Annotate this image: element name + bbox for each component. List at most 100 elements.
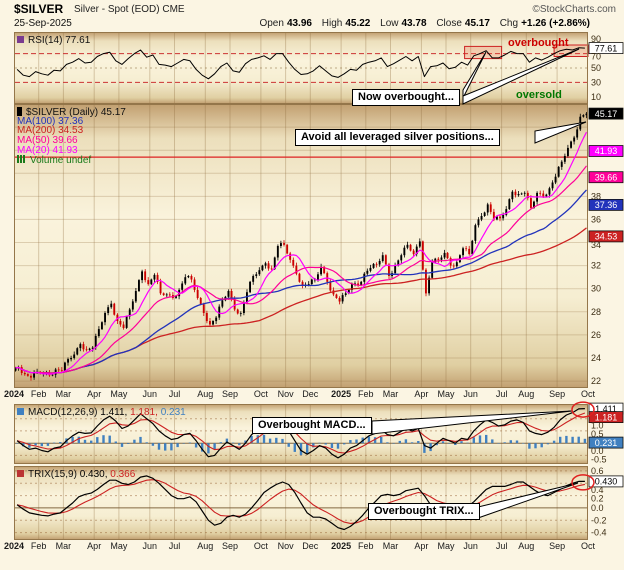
svg-text:24: 24: [591, 353, 601, 363]
x-axis-label: Apr: [87, 541, 102, 551]
svg-text:90: 90: [591, 34, 601, 44]
ma100-legend-label: MA(100) 37.36: [17, 115, 84, 127]
svg-text:0.0: 0.0: [591, 503, 604, 513]
ticker-symbol: $SILVER: [14, 2, 64, 16]
x-axis-label: Nov: [277, 389, 294, 399]
svg-text:0.231: 0.231: [595, 438, 618, 448]
x-axis-label: May: [437, 541, 455, 551]
svg-text:28: 28: [591, 307, 601, 317]
svg-text:32: 32: [591, 261, 601, 271]
svg-text:34: 34: [591, 240, 601, 250]
annotation-overbought-trix: Overbought TRIX...: [368, 503, 480, 520]
header-quote-row: 25-Sep-2025 Open 43.96 High 45.22 Low 43.78…: [0, 17, 624, 31]
header-title-row: $SILVER Silver - Spot (EOD) CME ©StockCh…: [0, 2, 624, 17]
svg-text:30: 30: [591, 77, 601, 87]
open-value: 43.96: [286, 18, 312, 29]
x-axis-label: Oct: [580, 541, 596, 551]
svg-text:-0.2: -0.2: [591, 515, 607, 525]
ticker-description: Silver - Spot (EOD) CME: [74, 4, 185, 15]
x-axis-label: Jul: [168, 389, 181, 399]
x-axis-months-bottom: 2024 Feb Mar Apr May Jun Jul Aug Sep Oct Nov Dec 202…: [0, 541, 624, 554]
trix-legend: TRIX(15,9) 0.430, 0.366: [17, 469, 135, 480]
x-axis-label: Apr: [414, 541, 429, 551]
stockcharts-credit: ©StockCharts.com: [532, 4, 616, 15]
x-axis-label: 2025: [331, 389, 352, 399]
trix-marker-icon: [17, 470, 24, 477]
svg-text:1.181: 1.181: [595, 412, 618, 422]
x-axis-label: Sep: [549, 389, 566, 399]
svg-text:34.53: 34.53: [595, 232, 618, 242]
svg-text:30: 30: [591, 284, 601, 294]
macd-legend: MACD(12,26,9) 1.411, 1.181, 0.231: [17, 407, 186, 418]
volume-legend-label: Volume undef: [30, 155, 92, 167]
ma200-legend: MA(200) 34.53: [17, 126, 126, 136]
x-axis-label: Feb: [30, 389, 47, 399]
svg-text:70: 70: [591, 52, 601, 62]
low-label: Low: [380, 18, 399, 29]
trix-line-value: 0.430,: [79, 469, 108, 480]
svg-text:1.411: 1.411: [595, 404, 617, 414]
annotation-avoid-positions: Avoid all leveraged silver positions...: [295, 129, 500, 146]
x-axis-label: Mar: [55, 389, 72, 399]
svg-text:50: 50: [591, 63, 601, 73]
x-axis-label: Feb: [30, 541, 47, 551]
x-axis-label: Oct: [253, 541, 268, 551]
svg-text:10: 10: [591, 92, 601, 102]
volume-bars-icon: [17, 155, 26, 164]
macd-histogram-value: 0.231: [160, 407, 186, 418]
svg-text:-0.5: -0.5: [591, 455, 607, 465]
overbought-label: overbought: [508, 37, 569, 49]
svg-text:-0.4: -0.4: [591, 528, 607, 538]
price-legend-symbol-row: $SILVER (Daily) 45.17: [17, 107, 126, 118]
annotation-now-overbought: Now overbought...: [352, 89, 460, 106]
x-axis-label: Sep: [221, 389, 239, 399]
ma20-legend: MA(20) 41.93: [17, 144, 126, 156]
rsi-legend-label: RSI(14) 77.61: [28, 35, 91, 46]
x-axis-label: Feb: [358, 389, 374, 399]
x-axis-label: 2025: [331, 541, 352, 551]
x-axis-label: Aug: [518, 389, 535, 399]
x-axis-label: Nov: [277, 541, 294, 551]
close-value: 45.17: [464, 18, 490, 29]
x-axis-label: Jun: [142, 389, 158, 399]
svg-text:0.6: 0.6: [591, 466, 604, 476]
svg-text:39.66: 39.66: [595, 172, 618, 182]
x-axis-label: Jun: [463, 541, 478, 551]
macd-legend-name: MACD(12,26,9): [28, 407, 98, 418]
svg-text:0.4: 0.4: [591, 485, 604, 495]
svg-text:0.430: 0.430: [595, 477, 618, 487]
ma50-legend-label: MA(50) 39.66: [17, 135, 78, 147]
x-axis-label: Jul: [495, 389, 508, 399]
x-axis-label: 2024: [3, 389, 25, 399]
ma50-legend: MA(50) 39.66: [17, 136, 126, 146]
x-axis-label: Apr: [87, 389, 102, 399]
high-value: 45.22: [345, 18, 371, 29]
x-axis-label: Apr: [414, 389, 429, 399]
ma20-legend-label: MA(20) 41.93: [17, 144, 78, 156]
svg-text:0.0: 0.0: [591, 446, 604, 456]
svg-text:26: 26: [591, 330, 601, 340]
x-axis-label: Jun: [463, 389, 478, 399]
price-legend: $SILVER (Daily) 45.17 MA(100) 37.36 MA(2…: [17, 107, 126, 167]
x-axis-label: Sep: [549, 541, 566, 551]
rsi-legend: RSI(14) 77.61: [17, 35, 90, 46]
chg-label: Chg: [499, 18, 519, 29]
chart-header: $SILVER Silver - Spot (EOD) CME ©StockCh…: [0, 2, 624, 31]
x-axis-label: May: [110, 389, 128, 399]
chart-date: 25-Sep-2025: [14, 18, 72, 29]
ma100-legend: MA(100) 37.36: [17, 115, 126, 127]
macd-signal-value: 1.181,: [130, 407, 158, 418]
x-axis-label: Sep: [221, 541, 239, 551]
price-legend-symbol: $SILVER (Daily) 45.17: [26, 107, 126, 118]
svg-text:36: 36: [591, 214, 601, 224]
x-axis-label: Dec: [302, 389, 319, 399]
chg-value: +1.26 (+2.86%): [521, 18, 590, 29]
ma200-legend-label: MA(200) 34.53: [17, 125, 84, 137]
annotation-overbought-macd: Overbought MACD...: [252, 417, 372, 434]
trix-legend-name: TRIX(15,9): [28, 469, 77, 480]
x-axis-label: Oct: [580, 389, 596, 399]
x-axis-label: Aug: [518, 541, 535, 551]
open-label: Open: [259, 18, 284, 29]
svg-text:37.36: 37.36: [595, 200, 618, 210]
